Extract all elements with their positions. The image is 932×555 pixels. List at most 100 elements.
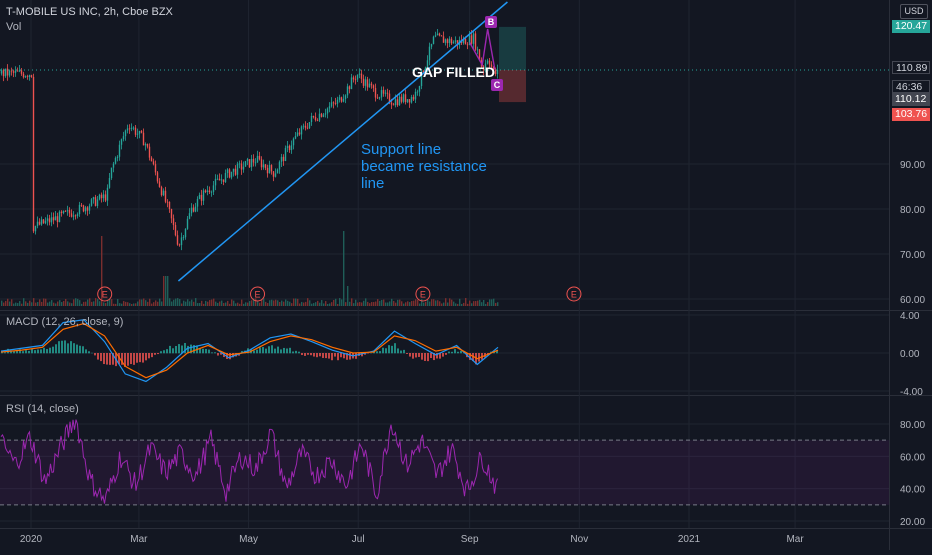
candle-body <box>411 97 412 103</box>
volume-bar <box>275 300 276 306</box>
volume-bar <box>113 304 114 306</box>
candle-body <box>67 210 68 211</box>
volume-bar <box>369 303 370 306</box>
macd-hist-bar <box>412 353 414 359</box>
volume-bar <box>463 303 464 306</box>
position-stop-zone <box>499 70 526 102</box>
volume-bar <box>159 299 160 306</box>
macd-hist-bar <box>454 349 456 353</box>
volume-bar <box>11 299 12 306</box>
macd-hist-bar <box>37 349 39 353</box>
macd-hist-bar <box>103 353 105 364</box>
macd-hist-bar <box>427 353 429 361</box>
candle-body <box>431 44 432 47</box>
candle-body <box>81 205 82 206</box>
earnings-marker-label: E <box>102 290 108 300</box>
volume-bar <box>303 303 304 306</box>
volume-bar <box>335 299 336 306</box>
candle-body <box>51 217 52 222</box>
candle-body <box>181 237 182 244</box>
volume-bar <box>491 299 492 306</box>
candle-body <box>231 172 232 178</box>
candle-body <box>147 144 148 147</box>
volume-bar <box>295 298 296 306</box>
volume-bar <box>357 303 358 306</box>
candle-body <box>223 179 224 182</box>
candle-body <box>127 128 128 130</box>
position-target-zone <box>499 27 526 70</box>
candle-body <box>239 163 240 164</box>
candle-body <box>169 202 170 209</box>
candle-body <box>137 134 138 135</box>
volume-bar <box>179 299 180 306</box>
volume-bar <box>321 300 322 306</box>
volume-bar <box>319 303 320 306</box>
macd-hist-bar <box>109 353 111 365</box>
volume-bar <box>243 304 244 306</box>
volume-bar <box>151 304 152 306</box>
candle-body <box>189 213 190 219</box>
volume-bar <box>395 303 396 306</box>
volume-bar <box>65 299 66 306</box>
volume-bar <box>333 300 334 306</box>
macd-hist-bar <box>286 349 288 354</box>
candle-body <box>443 36 444 42</box>
candle-body <box>313 116 314 117</box>
candle-body <box>337 100 338 104</box>
candle-body <box>311 116 312 122</box>
volume-bar <box>175 299 176 306</box>
macd-hist-bar <box>28 351 30 353</box>
volume-bar <box>305 302 306 306</box>
volume-bar <box>119 303 120 306</box>
volume-bar <box>481 302 482 306</box>
volume-bar <box>235 303 236 306</box>
volume-bar <box>173 300 174 306</box>
candle-body <box>9 71 10 76</box>
candle-body <box>343 99 344 102</box>
volume-bar <box>339 298 340 306</box>
support-line-text-3: line <box>361 175 487 192</box>
candle-body <box>445 39 446 42</box>
candle-body <box>323 115 324 117</box>
volume-bar <box>115 304 116 306</box>
volume-bar <box>155 300 156 306</box>
macd-hist-bar <box>52 347 54 354</box>
macd-tick-label: -4.00 <box>900 387 923 398</box>
candle-body <box>15 71 16 73</box>
candle-body <box>167 202 168 203</box>
candle-body <box>339 97 340 100</box>
macd-hist-bar <box>265 349 267 354</box>
volume-bar <box>87 300 88 306</box>
volume-bar <box>387 302 388 306</box>
volume-bar <box>347 286 348 306</box>
candle-body <box>65 211 66 212</box>
candle-body <box>277 169 278 173</box>
currency-badge[interactable]: USD <box>900 4 928 19</box>
candle-body <box>303 126 304 127</box>
volume-bar <box>45 299 46 306</box>
price-tag-entry: 110.89 <box>892 61 930 74</box>
volume-bar <box>447 303 448 306</box>
volume-bar <box>437 300 438 306</box>
candle-body <box>27 76 28 77</box>
volume-bar <box>427 300 428 306</box>
candle-body <box>361 74 362 79</box>
candle-body <box>275 174 276 177</box>
rsi-tick-label: 60.00 <box>900 452 925 463</box>
macd-hist-bar <box>127 353 129 366</box>
earnings-marker-label: E <box>571 290 577 300</box>
candle-body <box>7 69 8 76</box>
volume-bar <box>29 301 30 306</box>
candle-body <box>113 164 114 168</box>
candle-body <box>73 215 74 216</box>
candle-body <box>397 99 398 105</box>
macd-hist-bar <box>379 351 381 353</box>
candle-body <box>269 165 270 173</box>
volume-bar <box>397 300 398 306</box>
volume-bar <box>313 303 314 306</box>
volume-bar <box>351 298 352 306</box>
candle-body <box>123 136 124 139</box>
macd-hist-bar <box>94 353 96 355</box>
